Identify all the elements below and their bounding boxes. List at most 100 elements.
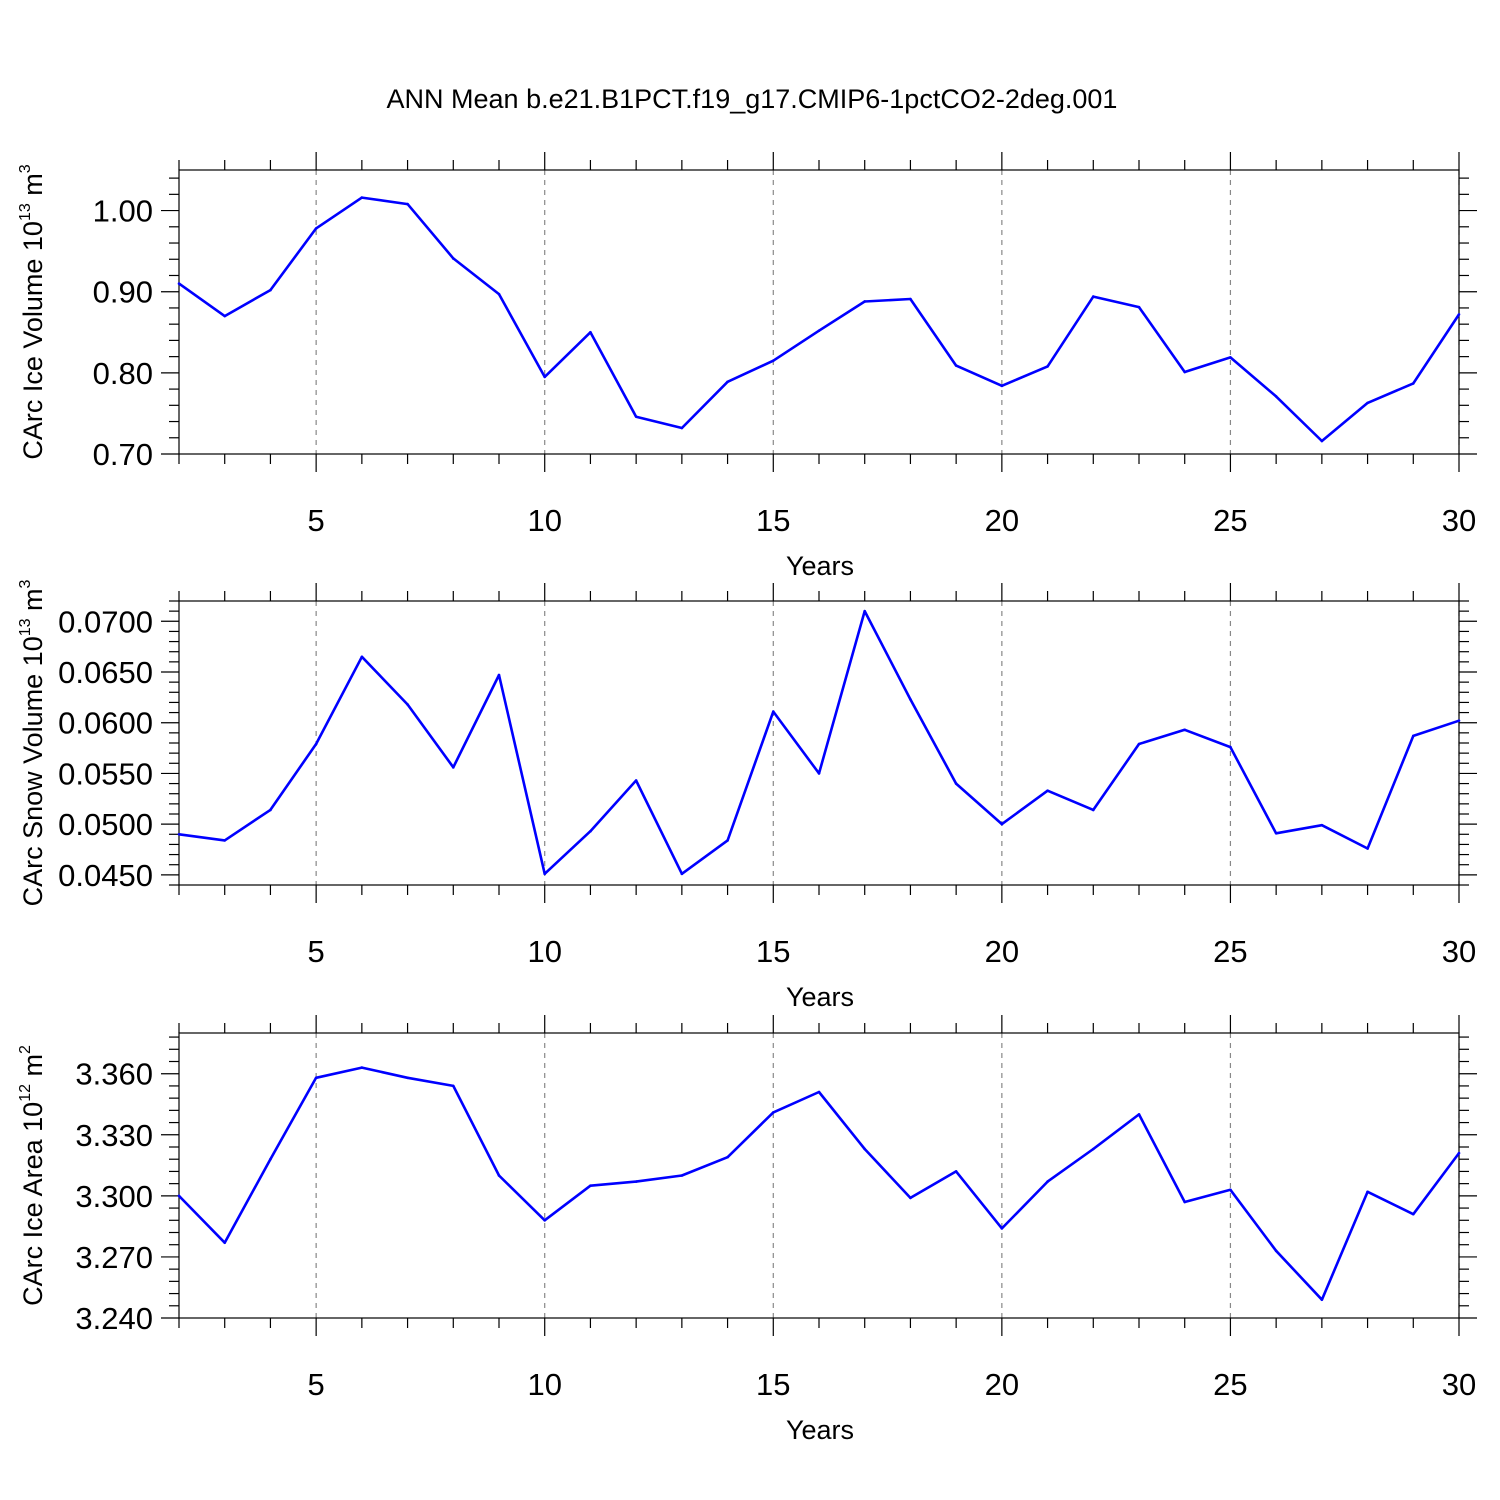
ice-area-y-tick-label: 3.300 [75, 1179, 153, 1214]
ice-area-y-axis-title-unit-exponent: 2 [17, 1045, 34, 1054]
ice-area-data-point [863, 1147, 867, 1151]
snow-volume-data-point [1046, 789, 1049, 792]
snow-volume-y-tick-label: 0.0700 [58, 604, 153, 639]
ice-volume-data-point [406, 202, 409, 206]
snow-volume-y-axis-title-exponent: 13 [17, 618, 34, 636]
snow-volume-y-axis-title-unit: m [18, 588, 48, 618]
ice-volume-data-point [1229, 356, 1232, 359]
ice-area-x-tick-label: 25 [1213, 1367, 1247, 1402]
snow-volume-data-point [1137, 742, 1141, 746]
ice-area-data-point [1274, 1249, 1278, 1253]
ice-area-data-point [726, 1155, 729, 1159]
snow-volume-y-axis-title-unit-exponent: 3 [17, 579, 34, 588]
ice-volume-data-point [1411, 382, 1415, 385]
snow-volume-y-tick-label: 0.0500 [58, 807, 153, 842]
ice-volume-data-point [909, 297, 912, 301]
ice-area-data-point [909, 1196, 912, 1200]
ice-volume-data-point [589, 330, 592, 334]
snow-volume-data-point [909, 698, 912, 701]
snow-volume-x-tick-label: 20 [985, 934, 1019, 969]
snow-volume-data-point [223, 839, 227, 842]
ice-volume-y-tick-label: 0.70 [93, 437, 153, 472]
ice-area-y-tick-label: 3.240 [75, 1301, 153, 1336]
ice-volume-data-point [1000, 384, 1004, 388]
snow-volume-y-tick-label: 0.0450 [58, 858, 153, 893]
chart-title: ANN Mean b.e21.B1PCT.f19_g17.CMIP6-1pctC… [387, 84, 1118, 114]
snow-volume-data-point [406, 703, 409, 706]
ice-volume-data-point [771, 359, 775, 362]
ice-volume-y-axis-title-exponent: 13 [17, 203, 34, 221]
ice-area-data-point [1411, 1212, 1415, 1216]
ice-volume-x-tick-label: 5 [308, 503, 325, 538]
ice-volume-y-axis-title-unit-exponent: 3 [17, 164, 34, 173]
ice-area-data-point [314, 1076, 318, 1080]
ice-volume-x-tick-label: 25 [1213, 503, 1247, 538]
snow-volume-data-point [1320, 823, 1324, 827]
ice-volume-data-point [954, 364, 958, 367]
ice-area-data-point [406, 1076, 409, 1080]
ice-volume-y-axis-title: CArc Ice Volume 1013 m3 [17, 164, 48, 459]
ice-area-data-point [497, 1174, 501, 1177]
ice-area-data-point [680, 1174, 684, 1177]
snow-volume-x-tick-label: 10 [527, 934, 561, 969]
snow-volume-data-point [451, 766, 455, 769]
ice-area-x-tick-label: 15 [756, 1367, 790, 1402]
snow-volume-data-point [771, 710, 775, 713]
ice-volume-data-point [1183, 370, 1187, 374]
ice-volume-data-point [177, 282, 181, 285]
snow-volume-data-point [817, 772, 821, 775]
snow-volume-data-point [680, 872, 684, 876]
ice-volume-data-point [863, 300, 867, 303]
snow-volume-data-point [543, 872, 547, 876]
ice-area-y-axis-title-main: CArc Ice Area 10 [18, 1102, 48, 1306]
ice-area-data-point [360, 1066, 364, 1069]
ice-area-x-tick-label: 20 [985, 1367, 1019, 1402]
ice-volume-data-point [543, 375, 547, 379]
ice-volume-x-tick-label: 15 [756, 503, 790, 538]
snow-volume-data-point [177, 832, 181, 836]
snow-volume-data-point [954, 782, 958, 785]
snow-volume-data-point [726, 839, 729, 842]
ice-area-y-tick-label: 3.330 [75, 1118, 153, 1153]
ice-volume-y-tick-label: 1.00 [93, 194, 153, 229]
snow-volume-data-point [1091, 808, 1095, 812]
snow-volume-data-point [314, 742, 318, 746]
snow-volume-data-point [269, 808, 272, 812]
ice-area-y-axis-title-unit: m [18, 1054, 48, 1084]
ice-area-data-point [1366, 1190, 1369, 1194]
ice-volume-data-point [634, 415, 638, 418]
snow-volume-data-point [1411, 734, 1415, 738]
ice-volume-data-point [726, 380, 729, 384]
ice-area-data-point [1229, 1188, 1232, 1192]
ice-volume-data-point [223, 314, 227, 318]
snow-volume-data-point [497, 673, 501, 677]
ice-area-data-point [1320, 1298, 1324, 1301]
ice-volume-data-point [314, 227, 318, 230]
snow-volume-y-tick-label: 0.0600 [58, 706, 153, 741]
ice-volume-y-tick-label: 0.80 [93, 356, 153, 391]
ice-volume-data-point [1274, 395, 1278, 398]
snow-volume-y-tick-label: 0.0650 [58, 655, 153, 690]
ice-volume-y-axis-title-unit: m [18, 173, 48, 203]
snow-volume-x-tick-label: 30 [1442, 934, 1476, 969]
snow-volume-data-point [1183, 728, 1187, 732]
ice-area-data-point [771, 1111, 775, 1114]
ice-volume-data-point [497, 292, 501, 296]
snow-volume-data-point [1274, 831, 1278, 835]
ice-volume-data-point [1091, 295, 1095, 298]
ice-volume-data-point [451, 257, 455, 260]
snow-volume-panel: 0.0450 0.0500 0.0550 0.0600 0.0650 0.0700 5 10 1… [17, 579, 1477, 1012]
snow-volume-y-tick-label: 0.0550 [58, 756, 153, 791]
snow-volume-data-point [634, 779, 638, 782]
snow-volume-data-point [1229, 745, 1232, 749]
ice-area-data-point [451, 1084, 455, 1088]
snow-volume-data-point [863, 609, 867, 613]
snow-volume-y-axis-title-main: CArc Snow Volume 10 [18, 636, 48, 906]
ice-volume-data-point [1137, 305, 1141, 309]
ice-area-data-point [1137, 1113, 1141, 1116]
ice-volume-data-point [1457, 313, 1461, 316]
snow-volume-x-tick-label: 15 [756, 934, 790, 969]
ice-volume-data-point [1320, 439, 1324, 443]
